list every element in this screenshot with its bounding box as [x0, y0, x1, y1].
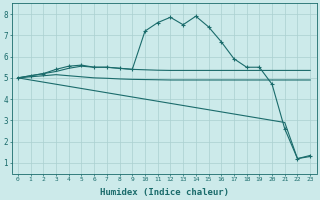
X-axis label: Humidex (Indice chaleur): Humidex (Indice chaleur)	[100, 188, 228, 197]
